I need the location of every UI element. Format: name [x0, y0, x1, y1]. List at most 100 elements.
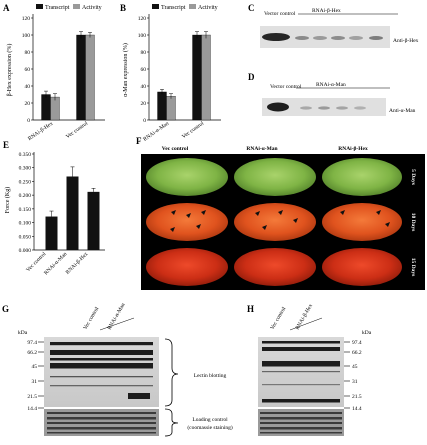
panel-c-antibody: Anti-β-Hex [393, 38, 419, 44]
panel-h-marker-0: 97.4 [352, 340, 362, 346]
panel-d-lane-rnai: RNAi-α-Man [316, 82, 346, 88]
panel-g-lane-man: RNAi-α-Man [107, 302, 127, 331]
fruit-hex-15d [322, 248, 402, 286]
fruit-vec-5d [146, 158, 228, 196]
panel-b-ylabel: α-Man expression (%) [122, 43, 129, 97]
panel-b-tick-label-5: 100 [138, 33, 147, 39]
panel-e-tick-label-7: 0.350 [19, 152, 32, 158]
panel-f-row-10d: 10 Days [410, 213, 416, 232]
panel-b-tick-label-6: 120 [138, 16, 147, 22]
panel-e-ylabel: Force (Kg) [4, 187, 11, 214]
panel-g-marker-5: 14.4 [27, 406, 37, 412]
panel-a-legend-swatch-activity [73, 4, 80, 9]
panel-h-marker-1: 66.2 [352, 350, 362, 356]
panel-b-legend-activity: Activity [198, 5, 218, 11]
panel-g-marker-0: 97.4 [27, 340, 37, 346]
panel-h-marker-4: 21.5 [352, 394, 362, 400]
panel-g-label: G [2, 304, 9, 314]
panel-a-bar-0-0 [41, 94, 51, 121]
panel-b-tick-label-0: 0 [143, 118, 146, 124]
coomassie-label: (coomassie staining) [187, 424, 233, 431]
panel-e-tick-label-0: 0.000 [19, 248, 32, 254]
fruit-vec-10d [146, 203, 228, 241]
panel-d-antibody: Anti-α-Man [389, 108, 416, 114]
panel-c-lane-rnai: RNAi-β-Hex [312, 8, 341, 14]
loading-control-label: Loading control [192, 417, 228, 423]
panel-b-category-1: RNAi-α-Man [142, 121, 170, 143]
panel-h-lane-hex: RNAi-β-Hex [295, 303, 315, 331]
panel-b-bar-0-0 [157, 91, 167, 121]
panel-b-legend-swatch-transcript [152, 4, 159, 9]
fruit-vec-15d [146, 248, 228, 286]
panel-h-marker-2: 45 [352, 364, 358, 370]
panel-e-label: E [3, 140, 9, 150]
panel-a-bar-1-0 [76, 34, 86, 121]
panel-a-tick-label-0: 0 [27, 118, 30, 124]
panel-a-legend-transcript: Transcript [45, 5, 70, 11]
panel-e-tick-label-2: 0.100 [19, 221, 32, 227]
panel-h-lectin-blot: H kDa Vec control RNAi-β-Hex 97.4 66.2 45 3… [247, 303, 372, 436]
panel-b-label: B [120, 3, 126, 13]
panel-g-marker-3: 31 [32, 379, 38, 385]
panel-b-legend-swatch-activity [189, 4, 196, 9]
panel-c-western-blot: C Vector control RNAi-β-Hex Anti-β-Hex [248, 3, 419, 48]
panel-a-bar-1-1 [85, 34, 95, 121]
panel-a-tick-label-3: 60 [25, 67, 31, 73]
panel-f-fruit-photos: F Vec control RNAi-α-Man RNAi-β-Hex [136, 136, 425, 290]
panel-e: E Force (Kg) 0.000 0.050 0.100 0.150 0.200 0.… [3, 140, 105, 276]
panel-e-tick-label-4: 0.200 [19, 193, 32, 199]
panel-b-bar-1-0 [192, 34, 202, 121]
panel-e-tick-label-1: 0.050 [19, 234, 32, 240]
panel-e-tick-label-5: 0.250 [19, 179, 32, 185]
panel-b: B α-Man expression (%) 0 20 40 60 80 100 120 T… [120, 3, 221, 143]
brackets [164, 338, 179, 437]
panel-b-category-2: Vec control [181, 120, 205, 140]
panel-a-tick-label-4: 80 [25, 50, 31, 56]
panel-f-arrowheads [170, 210, 390, 232]
panel-e-tick-label-6: 0.300 [19, 166, 32, 172]
panel-g-lane-vec: Vec control [83, 306, 101, 331]
panel-f-col-vec: Vec control [162, 146, 189, 152]
panel-d-lane-vector: Vector control [270, 84, 302, 90]
panel-h-marker-3: 31 [352, 379, 358, 385]
fruit-hex-5d [322, 158, 402, 196]
panel-g-lectin-blot: G kDa Vec control RNAi-α-Man 97.4 66.2 45 3… [2, 302, 159, 436]
panel-a-tick-label-1: 20 [25, 101, 31, 107]
panel-h-lane-vec: Vec control [270, 306, 288, 331]
panel-f-col-man: RNAi-α-Man [246, 146, 277, 152]
panel-a-legend-swatch-transcript [36, 4, 43, 9]
panel-a-tick-label-5: 100 [22, 33, 31, 39]
panel-a: A β-Hex expression (%) 0 20 40 60 80 100 120 T… [3, 3, 105, 142]
panel-e-bar-1 [66, 176, 79, 250]
panel-g-kda: kDa [18, 330, 28, 336]
panel-c-label: C [248, 3, 255, 13]
panel-a-ylabel: β-Hex expression (%) [6, 44, 13, 97]
panel-g-marker-2: 45 [32, 364, 38, 370]
panel-e-category-3: RNAi-β-Hex [65, 251, 90, 276]
lectin-blotting-label: Lectin blotting [194, 373, 227, 379]
panel-e-tick-label-3: 0.150 [19, 207, 32, 213]
panel-g-marker-4: 21.5 [27, 394, 37, 400]
panel-a-tick-label-2: 40 [25, 84, 31, 90]
panel-f-row-5d: 5 Days [410, 169, 416, 185]
panel-e-bar-2 [87, 191, 100, 250]
panel-a-bar-0-1 [50, 96, 60, 121]
panel-a-legend-activity: Activity [82, 5, 102, 11]
fruit-man-10d [234, 203, 316, 241]
panel-h-kda: kDa [362, 330, 372, 336]
panel-f-col-hex: RNAi-β-Hex [338, 146, 368, 152]
panel-c-lane-vector: Vector control [264, 11, 296, 17]
panel-b-legend-transcript: Transcript [161, 5, 186, 11]
panel-d-western-blot: D Vector control RNAi-α-Man Anti-α-Man [248, 72, 416, 116]
panel-h-marker-5: 14.4 [352, 406, 362, 412]
panel-a-label: A [3, 3, 10, 13]
panel-a-tick-label-6: 120 [22, 16, 31, 22]
panel-h-label: H [247, 304, 254, 314]
panel-b-tick-label-2: 40 [141, 84, 147, 90]
panel-b-bar-1-1 [201, 34, 211, 121]
panel-g-marker-1: 66.2 [27, 350, 37, 356]
panel-e-bar-0 [45, 216, 58, 250]
panel-f-label: F [136, 136, 142, 146]
panel-b-tick-label-3: 60 [141, 67, 147, 73]
